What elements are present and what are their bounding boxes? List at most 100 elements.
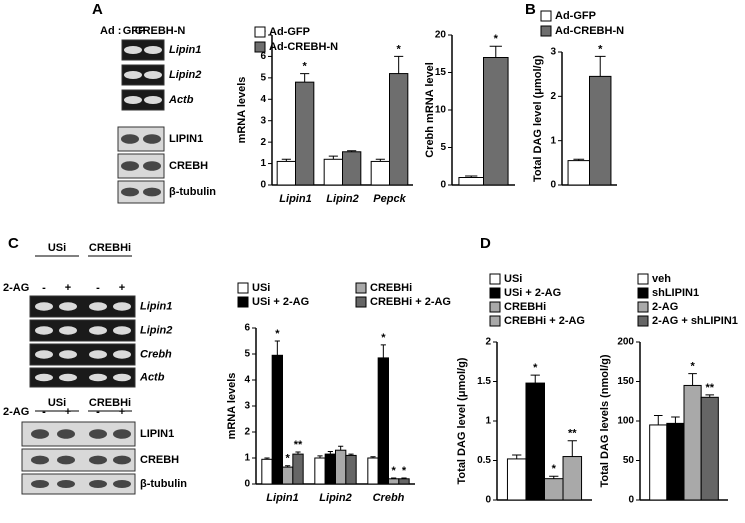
bar — [649, 424, 668, 501]
band — [59, 350, 77, 359]
error-bar — [688, 373, 697, 386]
error-bar — [274, 340, 280, 356]
bar — [261, 458, 273, 485]
bar — [398, 478, 410, 485]
significance: * — [402, 465, 407, 477]
y-tick-label: 2 — [260, 137, 266, 148]
band — [144, 46, 162, 54]
y-tick-label: 4 — [260, 94, 266, 105]
treatment-label: 2-AG — [3, 282, 29, 294]
row-label: LIPIN1 — [140, 428, 174, 440]
error-bar — [370, 456, 376, 458]
y-tick-label: 10 — [435, 105, 447, 116]
error-bar — [348, 453, 354, 456]
legend-swatch — [254, 41, 266, 53]
band — [143, 134, 161, 144]
bar — [683, 384, 702, 501]
legend-label: USi — [504, 273, 522, 285]
bar — [458, 177, 484, 186]
row-label: Lipin2 — [140, 324, 172, 336]
blot — [29, 367, 136, 388]
legend-label: CREBHi — [370, 282, 412, 294]
y-tick-label: 6 — [244, 323, 250, 334]
legend-label: veh — [652, 273, 671, 285]
band — [89, 373, 107, 382]
legend-label: USi — [252, 282, 270, 294]
x-tick-label: Lipin1 — [266, 492, 298, 504]
legend-label: Ad-CREBH-N — [555, 25, 624, 37]
error-bar — [465, 175, 478, 178]
row-label: Lipin1 — [140, 300, 172, 312]
band — [113, 302, 131, 311]
error-bar — [317, 455, 323, 458]
band — [31, 455, 49, 465]
band — [121, 134, 139, 144]
bar — [562, 456, 583, 501]
y-axis-label: Crebh mRNA level — [424, 62, 436, 158]
legend-label: Ad-GFP — [269, 26, 310, 38]
bar — [483, 57, 509, 186]
blot — [121, 39, 165, 61]
row-label: β-tubulin — [140, 478, 187, 490]
x-tick-label: Lipin1 — [279, 193, 311, 205]
gel-prefix: Ad : — [100, 25, 121, 37]
legend-swatch — [637, 287, 649, 299]
legend-label: USi + 2-AG — [252, 296, 309, 308]
band — [35, 302, 53, 311]
band — [113, 455, 131, 465]
sign: + — [65, 282, 71, 294]
band — [59, 326, 77, 335]
bar — [666, 422, 685, 501]
band — [124, 96, 142, 104]
error-bar — [264, 457, 270, 460]
bar — [295, 81, 315, 186]
error-bar — [594, 55, 606, 77]
significance: * — [275, 328, 280, 340]
panel-label: C — [8, 235, 19, 252]
blot — [29, 343, 136, 366]
y-tick-label: 3 — [260, 115, 266, 126]
error-bar — [489, 45, 502, 58]
y-tick-label: 1 — [485, 416, 491, 427]
error-bar — [671, 416, 680, 424]
legend-swatch — [489, 273, 501, 285]
bar — [367, 457, 379, 485]
legend-label: 2-AG — [652, 301, 678, 313]
significance: * — [286, 453, 291, 465]
bar — [388, 478, 400, 485]
y-tick-label: 0 — [628, 495, 634, 506]
y-tick-label: 100 — [617, 416, 634, 427]
bar — [292, 453, 304, 485]
significance: * — [397, 43, 402, 55]
bar — [567, 160, 590, 186]
x-tick-label: Lipin2 — [319, 492, 351, 504]
blot — [21, 473, 136, 495]
band — [89, 480, 107, 488]
band — [89, 455, 107, 465]
y-tick-label: 200 — [617, 337, 634, 348]
error-bar — [300, 73, 310, 83]
error-bar — [375, 158, 385, 162]
y-tick-label: 0 — [244, 479, 250, 490]
y-tick-label: 3 — [244, 401, 250, 412]
sign: - — [96, 406, 100, 418]
sign: + — [119, 282, 125, 294]
significance: * — [690, 361, 695, 373]
y-tick-label: 5 — [440, 142, 446, 153]
significance: ** — [568, 428, 577, 440]
blot — [21, 448, 136, 472]
blot — [121, 89, 165, 111]
error-bar — [281, 158, 291, 162]
y-tick-label: 4 — [244, 375, 250, 386]
bar — [282, 466, 294, 485]
bar — [544, 478, 564, 501]
legend-swatch — [637, 301, 649, 313]
legend-swatch — [637, 273, 649, 285]
y-tick-label: 5 — [244, 349, 250, 360]
legend-label: CREBHi + 2-AG — [370, 296, 451, 308]
bar — [525, 382, 545, 501]
sign: + — [119, 406, 125, 418]
band — [113, 350, 131, 359]
blot — [29, 319, 136, 342]
group-label: CREBHi — [89, 397, 131, 409]
